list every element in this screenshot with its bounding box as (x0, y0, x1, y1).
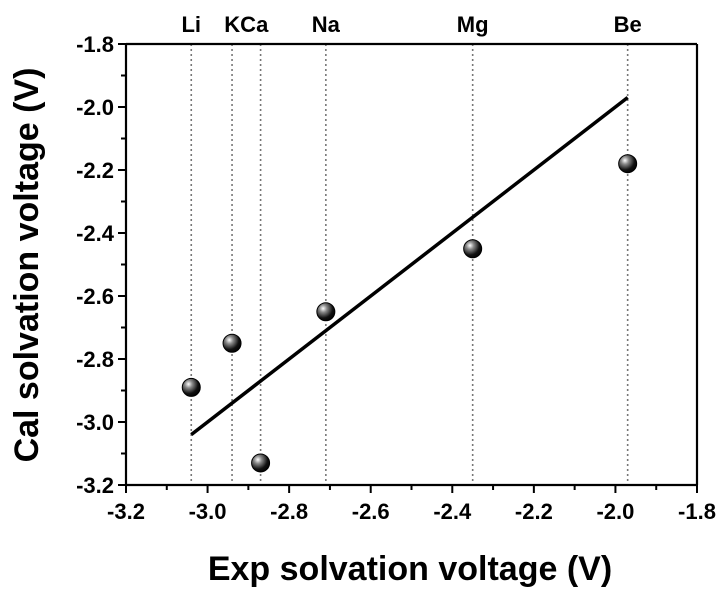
fit-line (190, 96, 629, 436)
x-tick-label: -2.4 (433, 499, 472, 524)
y-tick-label: -2.6 (76, 284, 114, 309)
fit-line-layer (190, 96, 629, 436)
element-label-li: Li (181, 12, 201, 37)
x-axis-title: Exp solvation voltage (V) (208, 550, 612, 588)
y-tick-label: -2.4 (76, 221, 115, 246)
x-tick-label: -3.2 (107, 499, 145, 524)
x-tick-label: -3.0 (189, 499, 227, 524)
data-point-ca (251, 453, 271, 473)
x-tick-label: -2.6 (352, 499, 390, 524)
y-tick-label: -2.2 (76, 158, 114, 183)
element-label-na: Na (312, 12, 341, 37)
element-label-kca: KCa (224, 12, 269, 37)
element-label-mg: Mg (457, 12, 489, 37)
x-tick-label: -2.8 (270, 499, 308, 524)
data-point-k (222, 333, 242, 353)
data-point-na (316, 302, 336, 322)
y-tick-label: -2.8 (76, 347, 114, 372)
data-points (181, 154, 638, 473)
data-point-mg (463, 239, 483, 259)
x-tick-label: -2.2 (515, 499, 553, 524)
element-labels: Li KCa Na Mg Be (181, 12, 641, 37)
x-tick-label: -1.8 (678, 499, 716, 524)
y-tick-label: -3.0 (76, 410, 114, 435)
data-point-be (618, 154, 638, 174)
data-point-li (181, 377, 201, 397)
y-axis-title: Cal solvation voltage (V) (8, 68, 46, 463)
reference-lines (190, 44, 629, 485)
y-tick-label: -3.2 (76, 473, 114, 498)
ticks: -3.2 -3.0 -2.8 -2.6 -2.4 -2.2 -2.0 -1.8 -3.2 -3.0… (76, 32, 716, 524)
y-tick-label: -1.8 (76, 32, 114, 57)
y-tick-label: -2.0 (76, 95, 114, 120)
x-tick-label: -2.0 (596, 499, 634, 524)
element-label-be: Be (614, 12, 642, 37)
